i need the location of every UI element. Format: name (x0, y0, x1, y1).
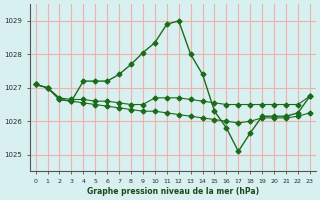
X-axis label: Graphe pression niveau de la mer (hPa): Graphe pression niveau de la mer (hPa) (87, 187, 259, 196)
